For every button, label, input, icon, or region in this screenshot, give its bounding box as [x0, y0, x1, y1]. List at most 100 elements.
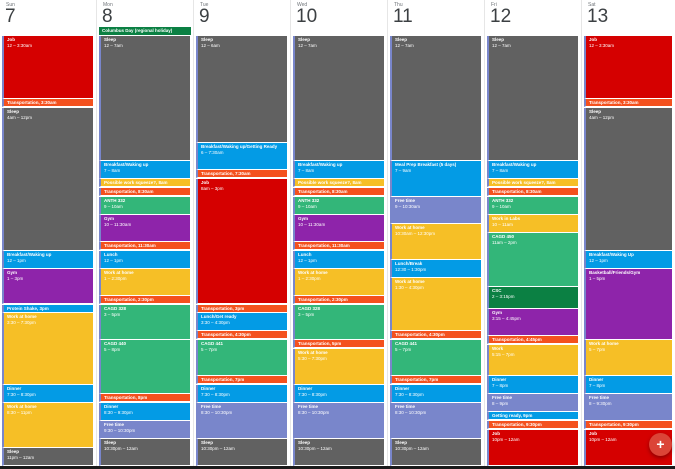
event-block[interactable]: Transportation, 3:30am: [584, 98, 672, 107]
event-block[interactable]: Gym 3:15 – 4:45pm: [487, 308, 578, 336]
event-block[interactable]: Breakfast/Waking up 7 – 8am: [487, 161, 578, 180]
event-block[interactable]: Job 12 – 3:30am: [2, 36, 93, 99]
event-block[interactable]: Sleep 10:30pm – 12am: [99, 438, 190, 466]
day-column-thu[interactable]: Thu 11 Sleep 12 – 7am Meal Prep Breakfast (5…: [387, 0, 484, 469]
event-block[interactable]: CAGD 440 5 – 8pm: [99, 340, 190, 394]
event-block[interactable]: Sleep 12 – 7am: [293, 36, 384, 162]
event-block[interactable]: Gym 10 – 11:30am: [99, 215, 190, 242]
event-block[interactable]: Lunch 12 – 1pm: [99, 250, 190, 269]
event-block[interactable]: Work at home 1:30 – 4:30pm: [390, 277, 481, 332]
event-block[interactable]: ANTH 332 9 – 10am: [293, 197, 384, 215]
day-column-tue[interactable]: Tue 9 Sleep 12 – 6am Breakfast/Waking up/Get…: [193, 0, 290, 469]
event-block[interactable]: Work at home 5 – 7pm: [584, 340, 672, 377]
event-block[interactable]: Work 5:15 – 7pm: [487, 344, 578, 377]
event-block[interactable]: Lunch 12 – 1pm: [293, 250, 384, 269]
event-block[interactable]: Sleep 4am – 12pm: [584, 107, 672, 251]
event-block[interactable]: Breakfast/Waking up 7 – 8am: [293, 161, 384, 180]
event-block[interactable]: Dinner 7:30 – 8:30pm: [293, 385, 384, 403]
event-block[interactable]: Dinner 7:30 – 8:30pm: [196, 385, 287, 403]
event-block[interactable]: Possible work squeeze?, 8am: [487, 179, 578, 188]
event-block[interactable]: Dinner 7:30 – 8:30pm: [2, 385, 93, 403]
day-column-wed[interactable]: Wed 10 Sleep 12 – 7am Breakfast/Waking up 7 –…: [290, 0, 387, 469]
event-block[interactable]: Free time 9 – 10:30am: [390, 197, 481, 224]
event-block[interactable]: Job 10pm – 12am: [487, 429, 578, 466]
event-block[interactable]: Sleep 12 – 6am: [196, 36, 287, 144]
event-block[interactable]: CAGD 441 5 – 7pm: [390, 340, 481, 377]
day-column-sat[interactable]: Sat 13 Job 12 – 3:30am Transportation, 3:30a…: [581, 0, 675, 469]
event-block[interactable]: Transportation, 11:30am: [293, 241, 384, 250]
day-number[interactable]: 8: [102, 6, 113, 27]
event-block[interactable]: Dinner 8:30 – 9:30pm: [99, 402, 190, 421]
event-block[interactable]: CSC 2 – 3:15pm: [487, 286, 578, 309]
day-number[interactable]: 11: [393, 6, 413, 27]
event-block[interactable]: Sleep 12 – 7am: [390, 36, 481, 162]
event-block[interactable]: CAGD 441 5 – 7pm: [196, 340, 287, 377]
create-event-button[interactable]: +: [649, 433, 672, 456]
event-block[interactable]: Transportation, 3:30am: [2, 98, 93, 107]
day-column-mon[interactable]: Mon 8 Columbus Day (regional holiday) Sleep…: [96, 0, 193, 469]
event-block[interactable]: Sleep 10:30pm – 12am: [390, 438, 481, 466]
day-number[interactable]: 13: [587, 6, 609, 27]
event-block[interactable]: Transportation, 3pm: [196, 304, 287, 313]
event-block[interactable]: Work at home 3:30 – 7:30pm: [2, 313, 93, 386]
event-block[interactable]: Sleep 10:30pm – 12am: [196, 438, 287, 466]
event-block[interactable]: Job 12 – 3:30am: [584, 36, 672, 99]
event-block[interactable]: Meal Prep Breakfast (5 days) 7 – 9am: [390, 161, 481, 198]
event-block[interactable]: Transportation, 7pm: [196, 376, 287, 385]
event-block[interactable]: Work at home 1 – 2:30pm: [99, 268, 190, 296]
event-block[interactable]: Getting ready, 9pm: [487, 411, 578, 420]
event-block[interactable]: Basketball/Friends/Gym 1 – 5pm: [584, 268, 672, 341]
event-block[interactable]: ANTH 332 9 – 10am: [99, 197, 190, 215]
event-block[interactable]: Transportation, 8:30am: [293, 188, 384, 197]
event-block[interactable]: Transportation, 2:30pm: [99, 295, 190, 304]
event-block[interactable]: Work at home 5:30 – 7:30pm: [293, 349, 384, 386]
day-number[interactable]: 10: [296, 6, 318, 27]
event-block[interactable]: Transportation, 4:30pm: [390, 331, 481, 340]
event-block[interactable]: Free time 8:30 – 10:30pm: [196, 402, 287, 439]
event-block[interactable]: Gym 1 – 3pm: [2, 268, 93, 305]
event-block[interactable]: ANTH 332 9 – 10am: [487, 197, 578, 215]
event-block[interactable]: Sleep 12 – 7am: [99, 36, 190, 162]
event-block[interactable]: Job 8am – 3pm: [196, 179, 287, 305]
event-block[interactable]: Transportation, 2:30pm: [293, 295, 384, 304]
event-block[interactable]: Free time 8 – 9:30pm: [584, 394, 672, 421]
event-block[interactable]: CAGD 328 3 – 5pm: [293, 304, 384, 341]
event-block[interactable]: Sleep 11pm – 12am: [2, 447, 93, 466]
event-block[interactable]: Breakfast/Waking up 7 – 8am: [99, 161, 190, 180]
day-number[interactable]: 12: [490, 6, 512, 27]
event-block[interactable]: Free time 8 – 9pm: [487, 394, 578, 412]
event-block[interactable]: Transportation, 9:30pm: [584, 420, 672, 429]
event-block[interactable]: Transportation, 4:30pm: [196, 331, 287, 340]
all-day-event[interactable]: Columbus Day (regional holiday): [99, 27, 191, 35]
day-number[interactable]: 7: [5, 6, 16, 27]
event-block[interactable]: Sleep 12 – 7am: [487, 36, 578, 162]
event-block[interactable]: Transportation, 7:30am: [196, 170, 287, 179]
event-block[interactable]: Transportation, 4:45pm: [487, 335, 578, 344]
event-block[interactable]: Free time 8:30 – 10:30pm: [293, 402, 384, 439]
event-block[interactable]: Transportation, 11:30am: [99, 241, 190, 250]
day-column-fri[interactable]: Fri 12 Sleep 12 – 7am Breakfast/Waking up 7 –…: [484, 0, 581, 469]
event-block[interactable]: Lunch/Get ready 3:30 – 4:30pm: [196, 313, 287, 332]
event-block[interactable]: CAGD 328 3 – 5pm: [99, 304, 190, 341]
event-block[interactable]: Dinner 7 – 8pm: [487, 376, 578, 394]
event-block[interactable]: Work in Labs 10 – 11am: [487, 215, 578, 233]
event-block[interactable]: Work at home 8:30 – 11pm: [2, 402, 93, 448]
event-block[interactable]: Breakfast/Waking Up 12 – 1pm: [584, 250, 672, 269]
event-block[interactable]: Transportation, 7pm: [390, 376, 481, 385]
event-block[interactable]: Lunch/Break 12:30 – 1:30pm: [390, 259, 481, 278]
event-block[interactable]: Transportation, 8pm: [99, 394, 190, 403]
event-block[interactable]: Protein Shake, 3pm: [2, 304, 93, 313]
event-block[interactable]: Free time 8:30 – 10:30pm: [390, 402, 481, 439]
event-block[interactable]: Transportation, 5pm: [293, 340, 384, 349]
event-block[interactable]: Dinner 7 – 8pm: [584, 376, 672, 394]
event-block[interactable]: Sleep 4am – 12pm: [2, 107, 93, 251]
event-block[interactable]: Work at home 1 – 2:30pm: [293, 268, 384, 296]
event-block[interactable]: Breakfast/Waking up/Getting Ready 6 – 7:3…: [196, 143, 287, 171]
event-block[interactable]: Possible work squeeze?, 8am: [293, 179, 384, 188]
event-block[interactable]: Transportation, 8:30am: [487, 188, 578, 197]
event-block[interactable]: Work at home 10:30am – 12:30pm: [390, 223, 481, 260]
day-number[interactable]: 9: [199, 6, 210, 27]
event-block[interactable]: Gym 10 – 11:30am: [293, 215, 384, 242]
day-column-sun[interactable]: Sun 7 Job 12 – 3:30am Transportation, 3:30am…: [0, 0, 96, 469]
event-block[interactable]: Breakfast/Waking up 12 – 1pm: [2, 250, 93, 269]
